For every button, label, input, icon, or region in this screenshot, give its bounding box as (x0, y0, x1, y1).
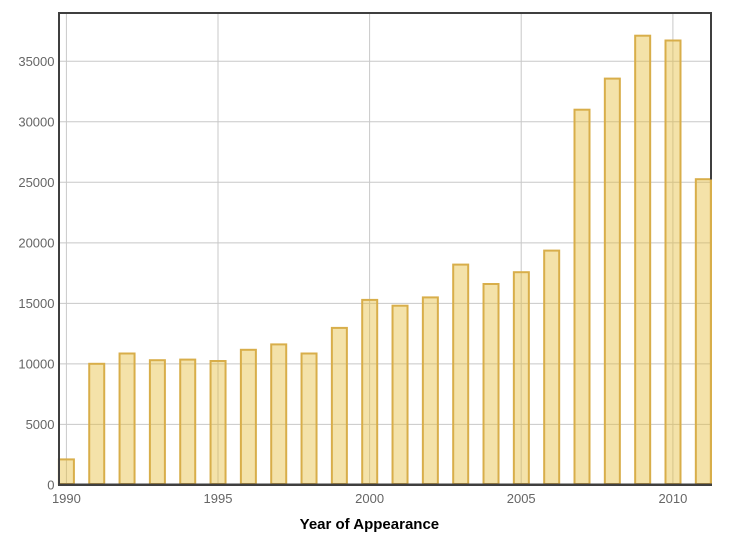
svg-text:2000: 2000 (355, 491, 384, 506)
svg-text:20000: 20000 (18, 235, 54, 250)
svg-text:25000: 25000 (18, 175, 54, 190)
svg-text:Year of Appearance: Year of Appearance (300, 516, 440, 533)
svg-text:0: 0 (47, 478, 54, 493)
svg-text:30000: 30000 (18, 114, 54, 129)
svg-text:35000: 35000 (18, 54, 54, 69)
svg-text:15000: 15000 (18, 296, 54, 311)
svg-text:2010: 2010 (658, 491, 687, 506)
svg-text:5000: 5000 (26, 417, 55, 432)
svg-text:1995: 1995 (204, 491, 233, 506)
svg-text:2005: 2005 (507, 491, 536, 506)
svg-text:1990: 1990 (52, 491, 81, 506)
svg-text:10000: 10000 (18, 356, 54, 371)
